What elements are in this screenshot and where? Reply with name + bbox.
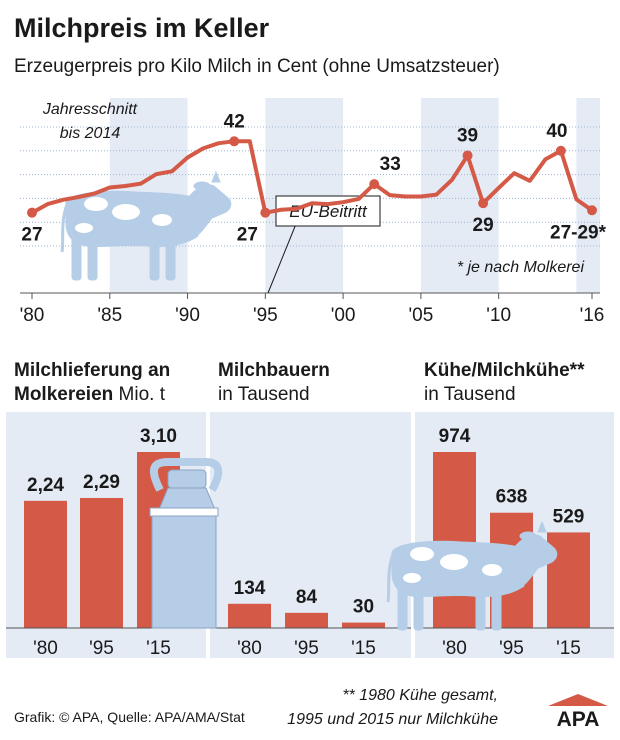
milk-can-body [152,512,216,628]
annotation-average-line1: Jahresschnitt [42,101,138,118]
cow-spot [440,554,468,570]
x-tick-label: '95 [253,305,278,326]
milk-can-illustration [150,462,218,628]
price-point-label: 27 [237,225,258,246]
cow-spot [84,197,108,211]
price-point-label: 33 [380,154,401,175]
price-point [229,136,239,146]
bar-value-label: 529 [553,506,585,527]
apa-logo-text: APA [557,708,600,731]
x-tick-label: '00 [331,305,356,326]
x-tick-label: '05 [409,305,434,326]
price-point [587,205,597,215]
cow-spot [410,547,434,561]
bar-category-label: '80 [442,638,467,659]
bar-value-label: 30 [353,597,374,618]
x-tick-label: '16 [580,305,605,326]
cow-spot [75,223,93,233]
panel3-title-line1: Kühe/Milchkühe** [424,360,585,381]
price-point [369,179,379,189]
bar-panels: 2,24'802,29'953,10'15134'8084'9530'15974… [6,412,614,659]
milk-can-lid [168,470,206,488]
bar-category-label: '80 [237,638,262,659]
panel3-title-line2: in Tausend [424,384,516,405]
panel1-title-line1: Milchlieferung an [14,360,170,381]
x-tick-label: '10 [486,305,511,326]
milk-can-band [150,508,218,516]
price-point-label: 27-29* [550,222,607,243]
bar-category-label: '15 [351,638,376,659]
bar [433,452,476,628]
price-point [556,146,566,156]
bar-category-label: '95 [89,638,114,659]
cow-spot [152,214,172,226]
panel1-title-line2: Molkereien Mio. t [14,384,166,405]
price-point-label: 29 [473,215,494,236]
price-point [260,208,270,218]
bar-category-label: '95 [294,638,319,659]
bar-value-label: 974 [439,426,471,447]
source-text: Grafik: © APA, Quelle: APA/AMA/Stat [14,709,245,725]
bar-value-label: 3,10 [140,426,177,447]
bar [24,501,67,628]
bar-category-label: '95 [499,638,524,659]
price-point-label: 39 [457,126,478,147]
bar-category-label: '15 [146,638,171,659]
bar-value-label: 134 [234,578,266,599]
price-point [478,198,488,208]
bar-category-label: '80 [33,638,58,659]
bar [342,623,385,628]
bar-panel-2: 134 '80 84 '95 30 '15 [210,412,411,659]
bar-value-label: 2,29 [83,472,120,493]
cow-spot [112,204,140,220]
panel2-title-line2: in Tausend [218,384,310,405]
bar-panel-3: 974 '80 638 '95 529 '15 [415,412,614,659]
bar-value-label: 2,24 [27,475,64,496]
chart-title: Milchpreis im Keller [14,13,270,43]
footnote-line1: ** 1980 Kühe gesamt, [342,687,498,704]
bar [228,604,271,628]
panel2-title-line1: Milchbauern [218,360,330,381]
price-line-chart: Jahresschnittbis 2014* je nach MolkereiE… [20,98,607,326]
cow-spot [482,564,502,576]
bar-category-label: '15 [556,638,581,659]
chart-subtitle: Erzeugerpreis pro Kilo Milch in Cent (oh… [14,56,500,77]
price-point-label: 42 [224,111,245,132]
x-tick-label: '85 [97,305,122,326]
x-tick-label: '80 [20,305,45,326]
x-tick-label: '90 [175,305,200,326]
bar-value-label: 638 [496,487,528,508]
bar-value-label: 84 [296,587,318,608]
footnote-dairy: * je nach Molkerei [457,259,585,276]
apa-logo: APA [548,694,608,731]
footnote-line2: 1995 und 2015 nur Milchkühe [287,711,498,728]
annotation-average-line2: bis 2014 [60,125,121,142]
price-point [463,151,473,161]
bar [80,498,123,628]
cow-spot [403,573,421,583]
apa-logo-roof [548,694,608,706]
bar [285,613,328,628]
price-point [27,208,37,218]
price-point-label: 27 [21,225,42,246]
price-point-label: 40 [546,121,567,142]
bar [547,532,590,628]
